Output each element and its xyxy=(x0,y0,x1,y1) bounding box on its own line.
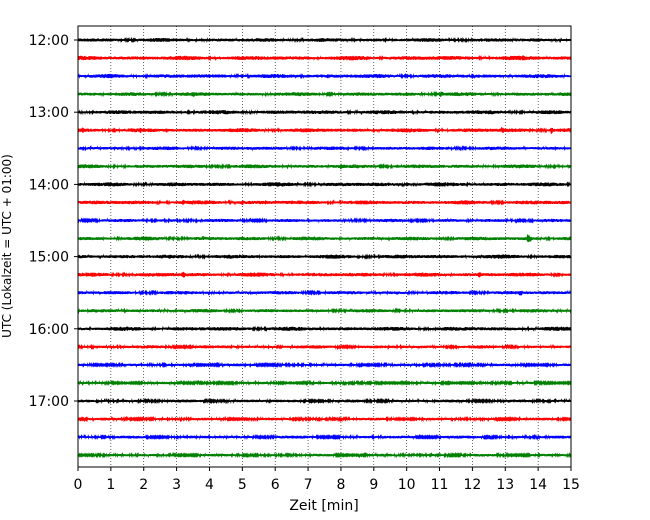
x-tick-label: 11 xyxy=(431,477,449,493)
seismic-trace xyxy=(77,379,572,387)
x-tick-label: 9 xyxy=(369,477,378,493)
seismic-trace xyxy=(77,325,572,332)
seismic-trace xyxy=(77,90,572,98)
seismic-trace xyxy=(77,397,572,405)
seismic-trace xyxy=(77,253,572,260)
y-tick-label: 12:00 xyxy=(29,33,69,49)
seismic-trace xyxy=(77,54,572,62)
x-tick-label: 6 xyxy=(271,477,280,493)
x-axis-label: Zeit [min] xyxy=(289,498,358,514)
traces xyxy=(77,36,572,459)
seismic-trace xyxy=(77,451,572,459)
seismic-trace xyxy=(77,36,572,44)
seismic-trace xyxy=(77,289,572,296)
y-tick-label: 17:00 xyxy=(29,394,69,410)
x-tick-label: 13 xyxy=(496,477,514,493)
y-tick-label: 16:00 xyxy=(29,322,69,338)
seismic-trace xyxy=(77,271,572,278)
seismic-trace xyxy=(77,127,572,134)
x-tick-label: 15 xyxy=(562,477,580,493)
y-tick-label: 15:00 xyxy=(29,250,69,266)
seismic-trace xyxy=(77,307,572,314)
x-tick-label: 0 xyxy=(74,477,83,493)
seismic-trace xyxy=(77,361,572,369)
seismic-trace xyxy=(77,145,572,152)
x-tick-label: 8 xyxy=(336,477,345,493)
x-tick-label: 5 xyxy=(238,477,247,493)
plot-frame xyxy=(77,25,572,468)
x-tick-label: 4 xyxy=(205,477,214,493)
seismic-trace xyxy=(77,199,572,206)
y-axis: 12:00 13:00 14:00 15:00 16:00 17:00 xyxy=(29,33,78,410)
seismic-trace xyxy=(77,217,572,224)
x-tick-label: 2 xyxy=(139,477,148,493)
seismic-trace xyxy=(77,72,572,80)
seismic-trace xyxy=(77,415,572,423)
y-tick-label: 13:00 xyxy=(29,105,69,121)
y-tick-label: 14:00 xyxy=(29,177,69,193)
seismic-trace xyxy=(77,181,572,188)
x-tick-label: 14 xyxy=(529,477,547,493)
x-tick-label: 1 xyxy=(106,477,115,493)
seismic-trace xyxy=(77,343,572,351)
x-tick-label: 12 xyxy=(463,477,481,493)
x-tick-label: 10 xyxy=(398,477,416,493)
seismic-trace xyxy=(77,163,572,170)
x-tick-label: 7 xyxy=(304,477,313,493)
seismic-trace xyxy=(77,234,572,243)
x-tick-label: 3 xyxy=(172,477,181,493)
seismic-trace xyxy=(77,433,572,441)
y-axis-label: UTC (Lokalzeit = UTC + 01:00) xyxy=(0,154,14,338)
x-axis: 0 1 2 3 4 5 6 7 8 9 10 11 12 13 14 15 xyxy=(74,467,580,493)
seismic-trace xyxy=(77,109,572,116)
